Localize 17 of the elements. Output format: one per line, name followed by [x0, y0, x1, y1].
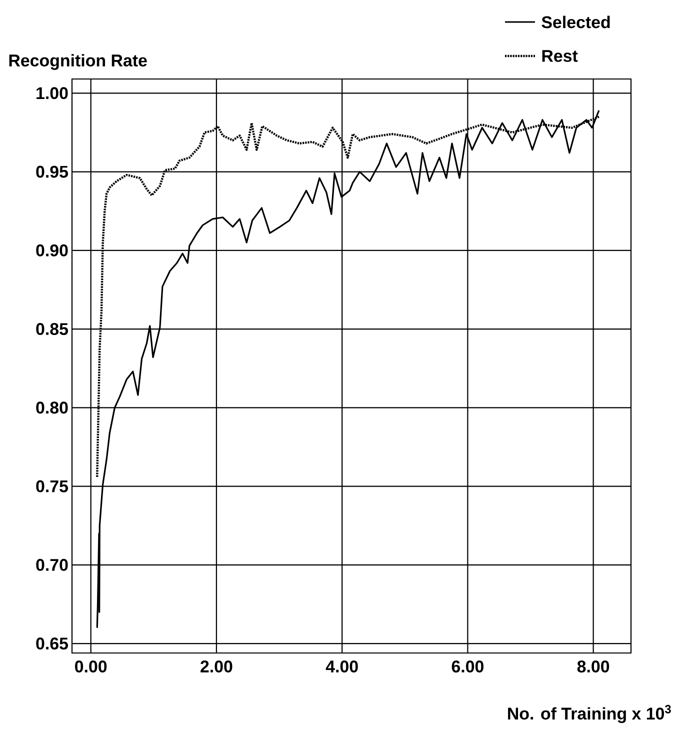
x-tick-label: 6.00: [452, 660, 484, 673]
x-tick-label: 2.00: [200, 660, 232, 673]
y-tick-label: 0.65: [36, 638, 68, 650]
legend-label: Rest: [542, 50, 578, 62]
y-tick-label: 0.90: [36, 244, 68, 256]
x-tick-label: 0.00: [75, 660, 107, 673]
x-tick-label: 8.00: [577, 660, 610, 673]
legend-label: Selected: [542, 16, 610, 28]
x-tick-label: 4.00: [326, 660, 358, 673]
y-tick-label: 1.00: [36, 87, 68, 100]
y-tick-label: 0.70: [36, 558, 68, 571]
y-tick-label: 0.95: [36, 166, 68, 178]
y-tick-label: 0.85: [36, 323, 68, 336]
y-axis-title: Recognition Rate: [9, 54, 147, 70]
y-tick-label: 0.75: [36, 480, 68, 492]
x-axis-title: No. of Training x 10$^{3}$: [508, 704, 671, 724]
y-tick-label: 0.80: [36, 402, 68, 414]
